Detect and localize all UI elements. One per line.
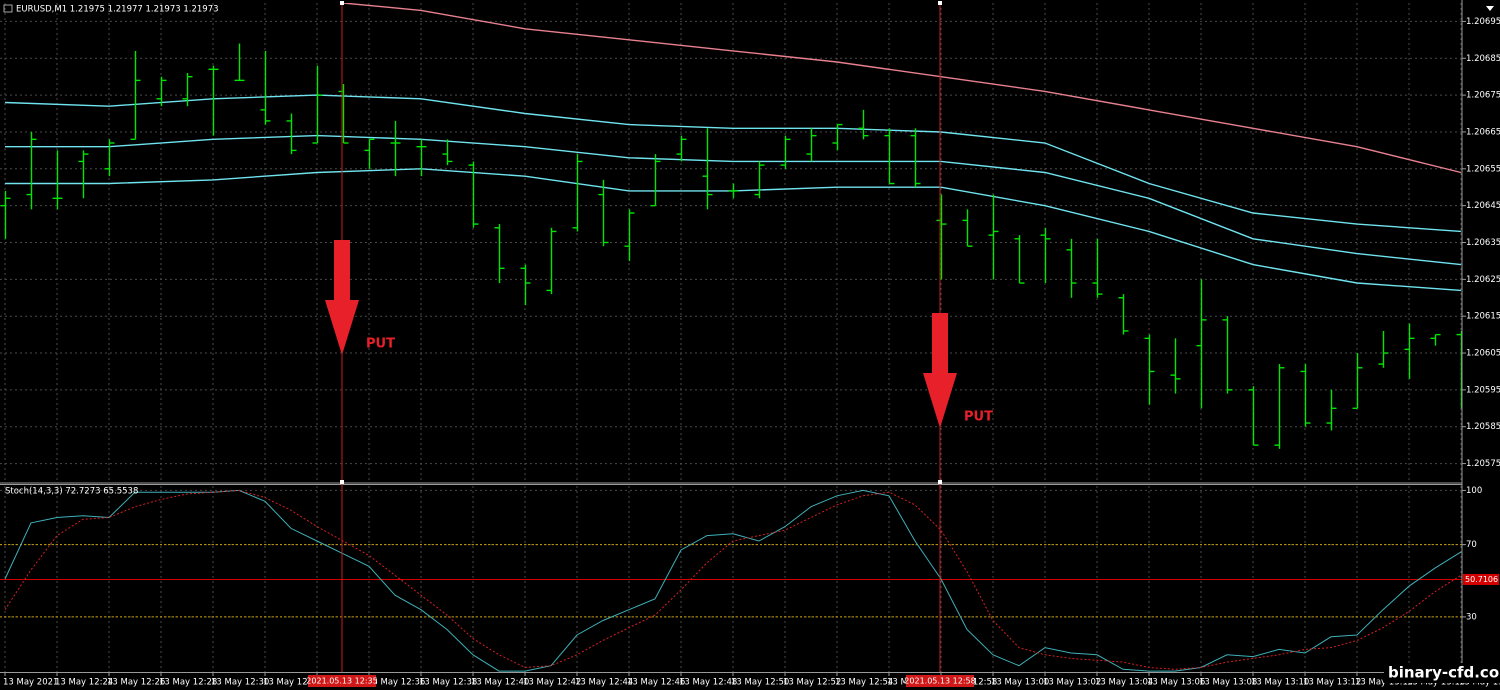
level-label: 50.7106	[1465, 575, 1498, 584]
signal-text: PUT	[366, 337, 395, 352]
y-tick-label: 1.20625	[1466, 275, 1500, 285]
x-tick-label: 13 May 12:24	[55, 678, 113, 688]
signal-handle	[340, 480, 344, 484]
axes: EURUSD,M1 1.21975 1.21977 1.21973 1.2197…	[3, 5, 1500, 688]
signal-time-bg	[308, 675, 376, 687]
indicator-line	[5, 134, 1462, 266]
x-tick-label: 13 May 13:06	[1147, 678, 1205, 688]
y-tick-label: 1.20645	[1466, 201, 1500, 211]
x-tick-label: 13 May 12:26	[107, 678, 165, 688]
x-tick-label: 13 May 12:32	[263, 678, 321, 688]
x-tick-label: 13 May 12:44	[575, 678, 633, 688]
frame	[0, 0, 1494, 673]
stochastic-panel	[0, 489, 1462, 672]
x-tick-label: 13 May 12:48	[679, 678, 737, 688]
x-tick-label: 13 May 13:08	[1199, 678, 1257, 688]
x-tick-label: 13 May 12:28	[159, 678, 217, 688]
signal-text: PUT	[964, 410, 993, 425]
signal-time-bg	[906, 675, 974, 687]
x-tick-label: 13 May 13:12	[1303, 678, 1361, 688]
signal-handle	[938, 1, 942, 5]
signal-time: 2021.05.13 12:58	[904, 677, 975, 686]
y-tick-label: 1.20655	[1466, 164, 1500, 174]
y-tick-label: 1.20635	[1466, 238, 1500, 248]
y-tick-label: 1.20695	[1466, 17, 1500, 27]
x-tick-label: 13 May 12:52	[783, 678, 841, 688]
x-tick-label: 13 May 12:38	[419, 678, 477, 688]
grid	[0, 3, 1462, 672]
markers: 2021.05.13 12:35 PUT 2021.05.13 12:58 PUT	[306, 1, 993, 687]
level-label-bg	[1463, 573, 1499, 585]
chart-title: EURUSD,M1 1.21975 1.21977 1.21973 1.2197…	[16, 5, 219, 15]
scroll-indicator	[1486, 6, 1494, 11]
signal-handle	[938, 480, 942, 484]
y-tick-label: 1.20665	[1466, 127, 1500, 137]
x-tick-label: 13 May 12:46	[627, 678, 685, 688]
x-tick-label: 13 May 12:54	[835, 678, 893, 688]
indicator-title: Stoch(14,3,3) 72.7273 65.5538	[5, 487, 138, 497]
x-tick-label: 13 May 12:36	[367, 678, 425, 688]
x-tick-label: 13 May 13:02	[1043, 678, 1101, 688]
x-tick-label: 13 May 2021	[3, 678, 58, 688]
signal-arrow	[325, 240, 359, 355]
x-tick-label: 13 May 12:50	[731, 678, 789, 688]
y-tick-label: 1.20685	[1466, 54, 1500, 64]
y-tick-label: 1.20595	[1466, 385, 1500, 395]
y-tick-label: 1.20585	[1466, 422, 1500, 432]
y-tick-label: 1.20615	[1466, 312, 1500, 322]
y-tick-label: 30	[1466, 612, 1477, 622]
x-tick-label: 13 May 12:42	[523, 678, 581, 688]
y-tick-label: 1.20605	[1466, 349, 1500, 359]
x-tick-label: 13 May 13:00	[991, 678, 1049, 688]
indicator-line	[4, 94, 1462, 233]
signal-arrow	[923, 313, 957, 428]
x-tick-label: 13 May 12:40	[471, 678, 529, 688]
indicator-line	[342, 3, 1462, 174]
overlay: binary-cfd.com	[1384, 663, 1500, 683]
watermark: binary-cfd.com	[1388, 664, 1500, 682]
y-tick-label: 1.20675	[1466, 91, 1500, 101]
indicator-line	[4, 489, 1462, 672]
signal-handle	[340, 1, 344, 5]
x-tick-label: 13 May 13:04	[1095, 678, 1153, 688]
indicator-line	[4, 489, 1462, 670]
y-tick-label: 70	[1466, 540, 1477, 550]
y-tick-label: 100	[1466, 486, 1482, 496]
x-tick-label: 13 May 12:30	[211, 678, 269, 688]
symbol-icon	[3, 4, 13, 13]
y-tick-label: 1.20575	[1466, 459, 1500, 469]
signal-time: 2021.05.13 12:35	[306, 677, 377, 686]
x-tick-label: 13 May 13:10	[1251, 678, 1309, 688]
watermark-bg	[1384, 663, 1500, 683]
